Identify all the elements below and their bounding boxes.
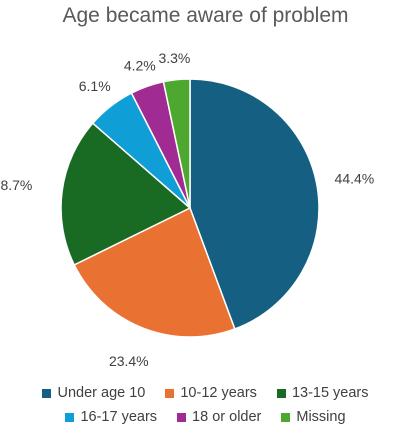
legend-swatch xyxy=(42,389,51,398)
legend-swatch xyxy=(65,413,74,422)
pie-slices xyxy=(61,79,319,337)
legend-item: 16-17 years xyxy=(65,409,157,425)
legend-label: Under age 10 xyxy=(57,385,145,401)
legend-label: Missing xyxy=(296,409,345,425)
legend-row: 16-17 years 18 or older Missing xyxy=(0,409,411,425)
data-label: 3.3% xyxy=(158,50,190,66)
legend-swatch xyxy=(177,413,186,422)
legend-item: 18 or older xyxy=(177,409,261,425)
legend-item: 13-15 years xyxy=(277,385,369,401)
legend: Under age 10 10-12 years 13-15 years 16-17… xyxy=(0,385,411,433)
data-label: 23.4% xyxy=(109,353,149,369)
pie-chart: 44.4% 23.4% 18.7% 6.1% 4.2%3.3% xyxy=(0,0,411,380)
legend-swatch xyxy=(277,389,286,398)
data-label: 6.1% xyxy=(79,78,111,94)
legend-swatch xyxy=(165,389,174,398)
legend-item: 10-12 years xyxy=(165,385,257,401)
legend-label: 10-12 years xyxy=(180,385,257,401)
data-label: 18.7% xyxy=(0,177,32,193)
data-label: 4.2% xyxy=(124,58,156,74)
legend-label: 13-15 years xyxy=(292,385,369,401)
legend-item: Under age 10 xyxy=(42,385,145,401)
legend-label: 18 or older xyxy=(192,409,261,425)
data-label: 44.4% xyxy=(335,171,375,187)
legend-item: Missing xyxy=(281,409,345,425)
legend-row: Under age 10 10-12 years 13-15 years xyxy=(0,385,411,401)
legend-label: 16-17 years xyxy=(80,409,157,425)
legend-swatch xyxy=(281,413,290,422)
